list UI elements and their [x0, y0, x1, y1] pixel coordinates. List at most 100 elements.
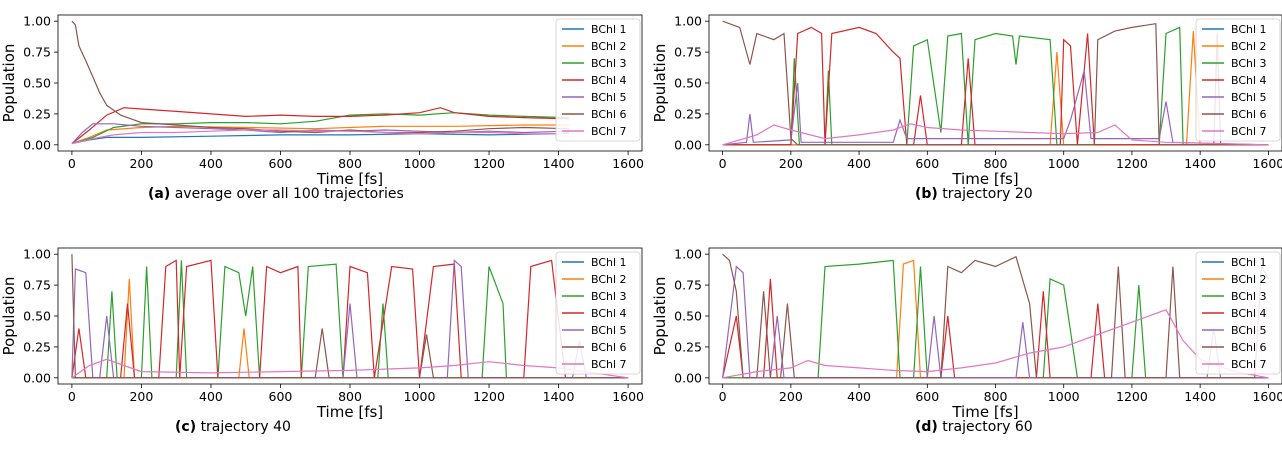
y-tick-label: 0.50: [23, 76, 51, 91]
x-tick-label: 1600: [612, 156, 644, 171]
legend-label-7: BChl 7: [591, 358, 627, 371]
x-tick-label: 800: [338, 389, 362, 404]
series-line-7: [71, 358, 629, 379]
legend-label-6: BChl 6: [591, 341, 627, 354]
caption-tag: (a): [148, 186, 171, 202]
legend-label-3: BChl 3: [591, 57, 627, 70]
series-line-2: [722, 259, 1269, 379]
series-line-3: [71, 260, 629, 379]
caption-text: trajectory 60: [942, 419, 1033, 435]
x-tick-label: 200: [779, 156, 803, 171]
x-tick-label: 1400: [1184, 156, 1216, 171]
legend-label-3: BChl 3: [1231, 57, 1267, 70]
panel-0: 0 200 400 600 800 1000 1200 1400 1600 0.00 0.25 0.5…: [0, 14, 644, 188]
series-line-4: [71, 259, 629, 379]
legend-label-5: BChl 5: [1231, 324, 1267, 337]
legend-label-4: BChl 4: [1231, 307, 1267, 320]
y-tick-label: 0.00: [23, 137, 51, 152]
x-tick-label: 0: [719, 389, 727, 404]
caption-tag: (c): [175, 419, 197, 435]
x-tick-label: 1400: [543, 389, 575, 404]
legend-label-7: BChl 7: [1231, 358, 1267, 371]
series-line-2: [722, 31, 1269, 146]
legend-label-2: BChl 2: [1231, 40, 1267, 53]
series-line-4: [722, 26, 1269, 146]
legend-label-3: BChl 3: [1231, 290, 1267, 303]
x-tick-label: 200: [129, 389, 153, 404]
y-axis-label: Population: [651, 44, 669, 123]
legend-label-5: BChl 5: [1231, 91, 1267, 104]
legend-box: [1195, 18, 1281, 142]
legend-label-4: BChl 4: [591, 307, 627, 320]
x-axis-label: Time [fs]: [316, 170, 383, 188]
x-tick-label: 1400: [1184, 389, 1216, 404]
x-tick-label: 0: [719, 156, 727, 171]
series-line-2: [71, 124, 569, 145]
legend-label-7: BChl 7: [1231, 125, 1267, 138]
legend-label-4: BChl 4: [1231, 74, 1267, 87]
x-axis-label: Time [fs]: [951, 403, 1018, 421]
legend: BChl 1 BChl 2 BChl 3 BChl 4 BChl 5 BChl 6 BChl…: [1195, 18, 1281, 142]
caption-tag: (b): [915, 186, 938, 202]
y-tick-label: 1.00: [674, 14, 702, 29]
legend-label-1: BChl 1: [1231, 256, 1267, 269]
x-tick-label: 800: [984, 156, 1008, 171]
x-tick-label: 1200: [1116, 156, 1148, 171]
x-axis-label: Time [fs]: [951, 170, 1018, 188]
panel-caption: (c) trajectory 40: [175, 419, 291, 435]
legend-box: [555, 18, 641, 142]
series-line-5: [71, 123, 570, 145]
x-tick-label: 200: [779, 389, 803, 404]
x-tick-label: 200: [129, 156, 153, 171]
x-axis-label: Time [fs]: [316, 403, 383, 421]
series-line-7: [722, 309, 1269, 379]
legend-box: [1195, 251, 1281, 375]
y-tick-label: 0.00: [674, 137, 702, 152]
panel-3: 0 200 400 600 800 1000 1200 1400 1600 0.00 0.25 0.5…: [651, 247, 1282, 421]
x-tick-label: 400: [847, 389, 871, 404]
x-tick-label: 1000: [404, 156, 436, 171]
legend-label-3: BChl 3: [591, 290, 627, 303]
series-line-6: [722, 253, 1269, 379]
legend-label-5: BChl 5: [591, 324, 627, 337]
series-line-6: [71, 254, 629, 379]
x-tick-label: 1000: [1048, 156, 1080, 171]
panel-caption: (b) trajectory 20: [915, 186, 1033, 202]
legend-box: [555, 251, 641, 375]
legend-label-7: BChl 7: [591, 125, 627, 138]
series-line-7: [71, 129, 569, 145]
series-line-2: [71, 278, 629, 379]
legend-label-2: BChl 2: [591, 40, 627, 53]
y-tick-label: 0.75: [674, 278, 702, 293]
x-tick-label: 1200: [473, 156, 505, 171]
legend-label-2: BChl 2: [591, 273, 627, 286]
y-tick-label: 0.00: [23, 370, 51, 385]
series-line-5: [71, 259, 629, 379]
y-tick-label: 1.00: [674, 247, 702, 262]
y-tick-label: 0.50: [23, 309, 51, 324]
series-line-7: [722, 123, 1269, 146]
x-tick-label: 600: [915, 156, 939, 171]
x-tick-label: 1400: [543, 156, 575, 171]
legend-label-6: BChl 6: [1231, 341, 1267, 354]
x-tick-label: 1200: [1116, 389, 1148, 404]
y-tick-label: 0.75: [674, 45, 702, 60]
series-line-5: [722, 70, 1269, 146]
caption-text: trajectory 20: [942, 186, 1033, 202]
y-tick-label: 0.75: [23, 45, 51, 60]
y-axis-label: Population: [651, 277, 669, 356]
y-tick-label: 0.25: [23, 339, 51, 354]
y-tick-label: 0.25: [674, 339, 702, 354]
caption-text: trajectory 40: [200, 419, 291, 435]
caption-text: average over all 100 trajectories: [174, 186, 404, 202]
y-axis-label: Population: [0, 277, 18, 356]
legend-label-1: BChl 1: [591, 23, 627, 36]
series-line-5: [722, 265, 1269, 379]
x-tick-label: 1200: [473, 389, 505, 404]
panel-2: 0 200 400 600 800 1000 1200 1400 1600 0.00 0.25 0.5…: [0, 247, 644, 421]
y-axis-label: Population: [0, 44, 18, 123]
y-tick-label: 0.50: [674, 76, 702, 91]
legend-label-2: BChl 2: [1231, 273, 1267, 286]
series-line-3: [722, 259, 1269, 379]
caption-tag: (d): [915, 419, 938, 435]
